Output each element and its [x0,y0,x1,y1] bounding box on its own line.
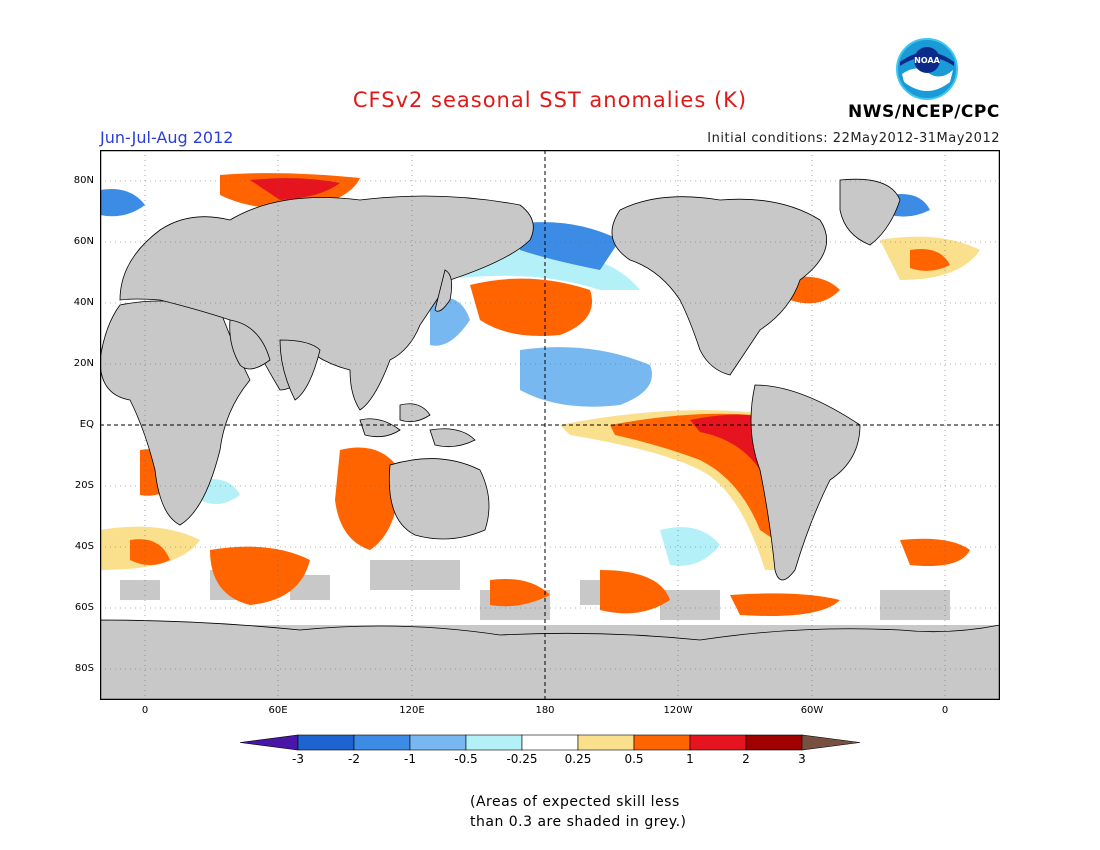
colorbar-segment [521,734,579,751]
continents [100,178,1000,700]
colorbar-arrow-low [240,734,299,751]
lat-label: 40N [73,297,94,308]
lon-label: 60E [268,705,288,716]
graticule [100,150,1000,700]
colorbar-label: -1 [404,752,416,766]
forecast-period: Jun-Jul-Aug 2012 [100,128,234,147]
initial-conditions: Initial conditions: 22May2012-31May2012 [707,131,1000,146]
lat-label: 80S [74,663,94,674]
skill-note-line1: (Areas of expected skill less [470,794,680,810]
lon-label: 0 [941,705,949,716]
lat-label: 20N [73,358,94,369]
sst-anomaly-map [100,150,1000,700]
colorbar-segment [689,734,747,751]
colorbar [240,734,860,751]
colorbar-segment [297,734,355,751]
lon-label: 0 [141,705,149,716]
colorbar-segment [633,734,691,751]
colorbar-segment [745,734,803,751]
lat-label: 60N [73,236,94,247]
lat-label: 20S [74,480,94,491]
colorbar-label: -3 [292,752,304,766]
colorbar-label: 2 [742,752,750,766]
colorbar-segment [409,734,467,751]
colorbar-label: -0.5 [454,752,478,766]
colorbar-segment [465,734,523,751]
lon-label: 120W [663,705,693,716]
map-title: CFSv2 seasonal SST anomalies (K) [352,88,748,112]
colorbar-label: 0.25 [564,752,592,766]
logo-text: NOAA [914,56,940,65]
colorbar-label: 3 [798,752,806,766]
lat-label: 60S [74,602,94,613]
lat-label: EQ [79,419,94,430]
colorbar-segment [577,734,635,751]
anomaly-patches [100,173,980,616]
skill-note-line2: than 0.3 are shaded in grey.) [470,814,687,830]
lat-label: 40S [74,541,94,552]
lon-label: 60W [800,705,824,716]
colorbar-label: 0.5 [624,752,644,766]
colorbar-label: -0.25 [506,752,538,766]
agency-label: NWS/NCEP/CPC [848,102,1000,122]
colorbar-label: 1 [686,752,694,766]
skill-note: (Areas of expected skill less than 0.3 a… [470,792,730,832]
lon-label: 120E [399,705,425,716]
lat-label: 80N [73,175,94,186]
noaa-logo-icon: NOAA [896,38,958,100]
colorbar-label: -2 [348,752,360,766]
colorbar-arrow-high [801,734,860,751]
colorbar-segment [353,734,411,751]
lon-label: 180 [535,705,555,716]
